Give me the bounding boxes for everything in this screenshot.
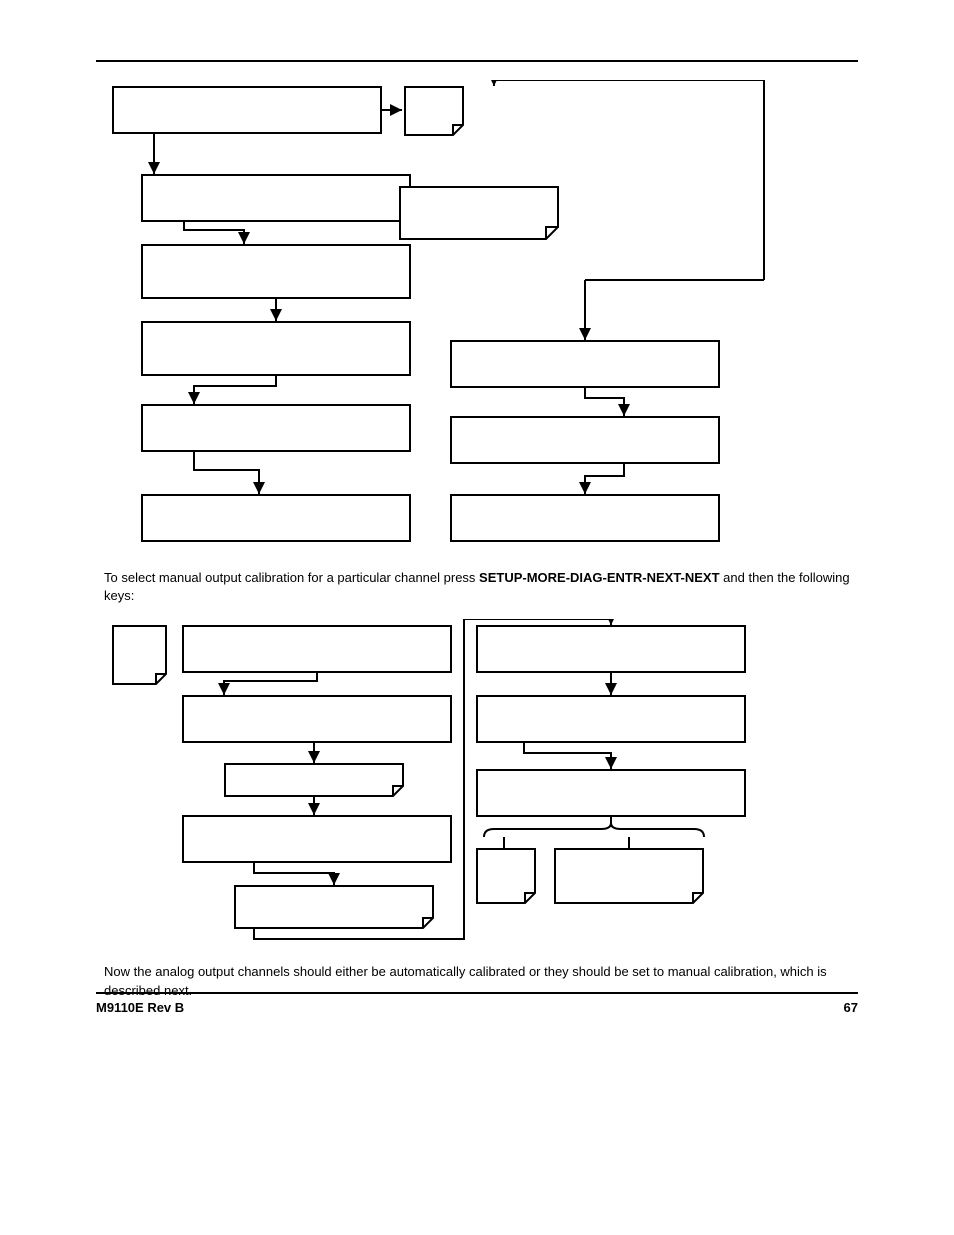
fc1-box-b1	[112, 86, 382, 134]
paragraph-1: To select manual output calibration for …	[104, 569, 852, 605]
fc1-box-b2	[141, 174, 411, 222]
fc1-box-b8	[450, 416, 720, 464]
fc2-box-c9	[476, 769, 746, 817]
fc2-note-c1	[112, 625, 167, 685]
fc2-note-c11	[554, 848, 704, 904]
flowchart-1	[104, 80, 866, 555]
fc1-box-b3	[141, 244, 411, 299]
flowchart-2	[104, 619, 866, 949]
fc1-box-b6	[141, 494, 411, 542]
fc1-box-b5	[141, 404, 411, 452]
fc1-note-n1	[404, 86, 464, 136]
fc2-box-c8	[476, 695, 746, 743]
fc1-arrows	[104, 80, 866, 555]
fc2-note-c10	[476, 848, 536, 904]
fc2-box-c2	[182, 625, 452, 673]
footer-rule	[96, 992, 858, 994]
fc2-note-c6	[234, 885, 434, 929]
fc1-box-b9	[450, 494, 720, 542]
fc2-note-c4	[224, 763, 404, 797]
fc1-box-b4	[141, 321, 411, 376]
footer-page-number: 67	[844, 1000, 858, 1015]
fc2-box-c5	[182, 815, 452, 863]
paragraph-1-before: To select manual output calibration for …	[104, 570, 479, 585]
fc2-box-c3	[182, 695, 452, 743]
fc1-note-n2	[399, 186, 559, 240]
footer-left: M9110E Rev B	[96, 1000, 184, 1015]
page-footer: M9110E Rev B 67	[96, 992, 858, 1015]
fc2-box-c7	[476, 625, 746, 673]
fc1-box-b7	[450, 340, 720, 388]
paragraph-1-bold: SETUP-MORE-DIAG-ENTR-NEXT-NEXT	[479, 570, 720, 585]
header-rule	[96, 60, 858, 62]
